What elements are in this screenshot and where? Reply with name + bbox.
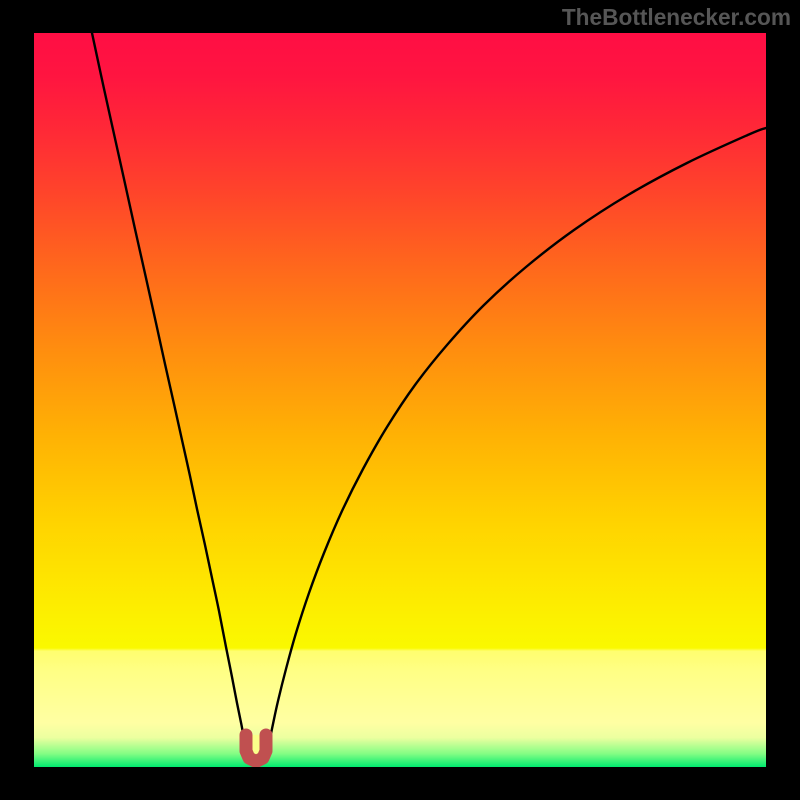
left-curve <box>92 33 246 749</box>
bottleneck-curves <box>34 33 766 767</box>
right-curve <box>269 128 767 749</box>
bottleneck-chart <box>34 33 766 767</box>
attribution-label: TheBottlenecker.com <box>562 4 791 31</box>
